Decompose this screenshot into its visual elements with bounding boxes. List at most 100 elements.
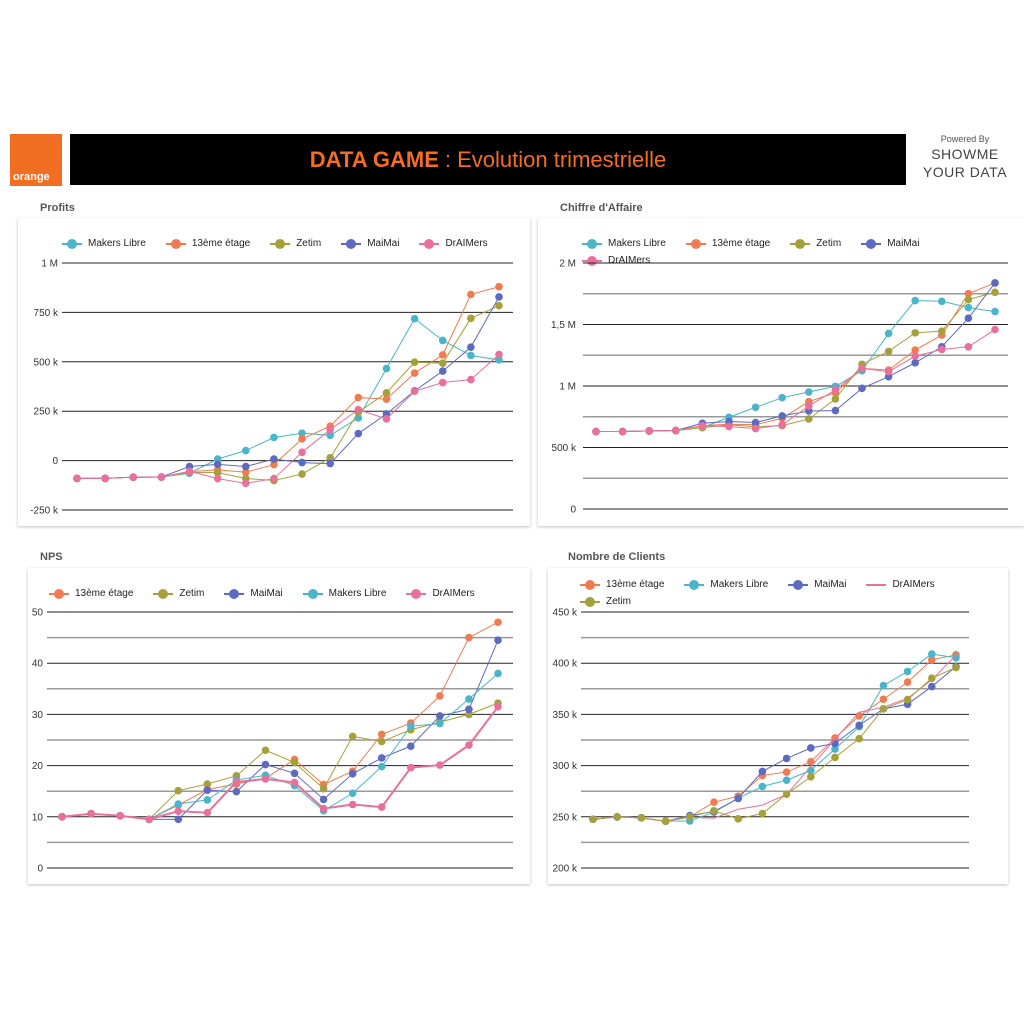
data-point bbox=[354, 405, 363, 414]
data-point bbox=[298, 429, 306, 437]
data-point bbox=[101, 474, 109, 483]
data-point bbox=[807, 744, 815, 752]
legend-marker-icon bbox=[788, 579, 809, 590]
legend-item[interactable]: DrAIMers bbox=[866, 576, 935, 593]
legend-item[interactable]: MaiMai bbox=[224, 585, 283, 602]
data-point bbox=[326, 425, 335, 434]
legend-label: MaiMai bbox=[887, 238, 920, 249]
legend-item[interactable]: Zetim bbox=[580, 593, 631, 610]
data-point bbox=[805, 415, 813, 423]
data-point bbox=[348, 800, 357, 809]
data-point bbox=[494, 702, 502, 711]
data-point bbox=[73, 474, 81, 483]
y-tick-label: 450 k bbox=[553, 608, 578, 619]
data-point bbox=[407, 722, 415, 730]
data-point bbox=[270, 455, 278, 463]
legend-item[interactable]: Makers Libre bbox=[62, 235, 146, 252]
series-line bbox=[592, 654, 957, 822]
data-point bbox=[467, 375, 475, 384]
y-tick-label: 1,5 M bbox=[551, 320, 576, 331]
data-point bbox=[734, 794, 742, 803]
data-point bbox=[261, 760, 270, 769]
data-point bbox=[319, 784, 328, 793]
y-tick-label: -250 k bbox=[30, 506, 59, 517]
legend-item[interactable]: DrAIMers bbox=[419, 235, 488, 252]
y-tick-label: 40 bbox=[32, 659, 44, 670]
legend-item[interactable]: DrAIMers bbox=[582, 252, 650, 269]
data-point bbox=[319, 795, 328, 804]
series-line bbox=[592, 654, 957, 822]
legend-item[interactable]: 13ème étage bbox=[165, 235, 250, 252]
data-point bbox=[436, 761, 444, 769]
legend-label: MaiMai bbox=[367, 238, 400, 249]
legend-item[interactable]: DrAIMers bbox=[406, 585, 475, 602]
legend-item[interactable]: 13ème étage bbox=[49, 585, 133, 602]
legend-marker-icon bbox=[165, 238, 186, 249]
data-point bbox=[831, 406, 840, 415]
data-point bbox=[465, 633, 473, 642]
data-point bbox=[298, 435, 306, 443]
data-point bbox=[407, 742, 415, 750]
data-point bbox=[589, 815, 597, 824]
legend-ca: Makers Libre 13ème étage Zetim MaiMai DrAIMe… bbox=[582, 235, 1022, 269]
data-point bbox=[911, 329, 919, 337]
legend-item[interactable]: Zetim bbox=[270, 235, 321, 252]
data-point bbox=[778, 393, 786, 402]
data-point bbox=[438, 378, 447, 387]
legend-label: MaiMai bbox=[250, 588, 283, 599]
y-tick-label: 0 bbox=[52, 456, 58, 467]
data-point bbox=[698, 421, 707, 430]
legend-item[interactable]: MaiMai bbox=[788, 576, 846, 593]
data-point bbox=[964, 289, 973, 298]
data-point bbox=[805, 402, 813, 410]
legend-marker-icon bbox=[419, 238, 440, 249]
y-tick-label: 400 k bbox=[553, 659, 578, 670]
data-point bbox=[174, 800, 183, 808]
legend-marker-icon bbox=[406, 588, 427, 599]
data-point bbox=[991, 325, 999, 334]
legend-item[interactable]: Makers Libre bbox=[582, 235, 666, 252]
data-point bbox=[157, 473, 166, 481]
legend-label: DrAIMers bbox=[892, 579, 935, 590]
legend-marker-icon bbox=[866, 580, 887, 590]
legend-marker-icon bbox=[153, 588, 174, 599]
legend-item[interactable]: MaiMai bbox=[861, 235, 919, 252]
legend-marker-icon bbox=[49, 588, 69, 599]
data-point bbox=[884, 367, 893, 376]
legend-item[interactable]: MaiMai bbox=[341, 235, 399, 252]
legend-item[interactable]: 13ème étage bbox=[580, 576, 664, 593]
logo-text: orange bbox=[13, 171, 50, 183]
legend-profits: Makers Libre 13ème étage Zetim MaiMai DrAIMe… bbox=[62, 235, 522, 252]
data-point bbox=[964, 314, 973, 323]
y-tick-label: 500 k bbox=[34, 357, 59, 368]
legend-marker-icon bbox=[861, 238, 882, 249]
data-point bbox=[436, 712, 444, 720]
legend-marker-icon bbox=[582, 255, 602, 266]
banner-title-rest: : Evolution trimestrielle bbox=[444, 146, 667, 172]
legend-label: Makers Libre bbox=[710, 579, 769, 590]
data-point bbox=[645, 427, 653, 435]
legend-item[interactable]: Zetim bbox=[153, 585, 204, 602]
data-point bbox=[758, 767, 767, 776]
data-point bbox=[354, 393, 363, 402]
data-point bbox=[831, 753, 839, 762]
data-point bbox=[928, 650, 936, 658]
y-tick-label: 0 bbox=[37, 864, 43, 875]
data-point bbox=[858, 384, 866, 393]
data-point bbox=[213, 455, 222, 463]
data-point bbox=[782, 754, 791, 763]
data-point bbox=[778, 412, 786, 420]
data-point bbox=[805, 388, 813, 396]
legend-item[interactable]: 13ème étage bbox=[685, 235, 770, 252]
legend-item[interactable]: Makers Libre bbox=[302, 585, 386, 602]
chart-title-nps: NPS bbox=[40, 551, 63, 563]
legend-item[interactable]: Makers Libre bbox=[684, 576, 768, 593]
legend-item[interactable]: Zetim bbox=[790, 235, 841, 252]
data-point bbox=[782, 768, 791, 776]
data-point bbox=[831, 745, 839, 753]
data-point bbox=[831, 395, 840, 403]
data-point bbox=[672, 426, 680, 435]
data-point bbox=[964, 295, 973, 304]
y-tick-label: 1 M bbox=[559, 382, 576, 393]
data-point bbox=[758, 782, 767, 791]
